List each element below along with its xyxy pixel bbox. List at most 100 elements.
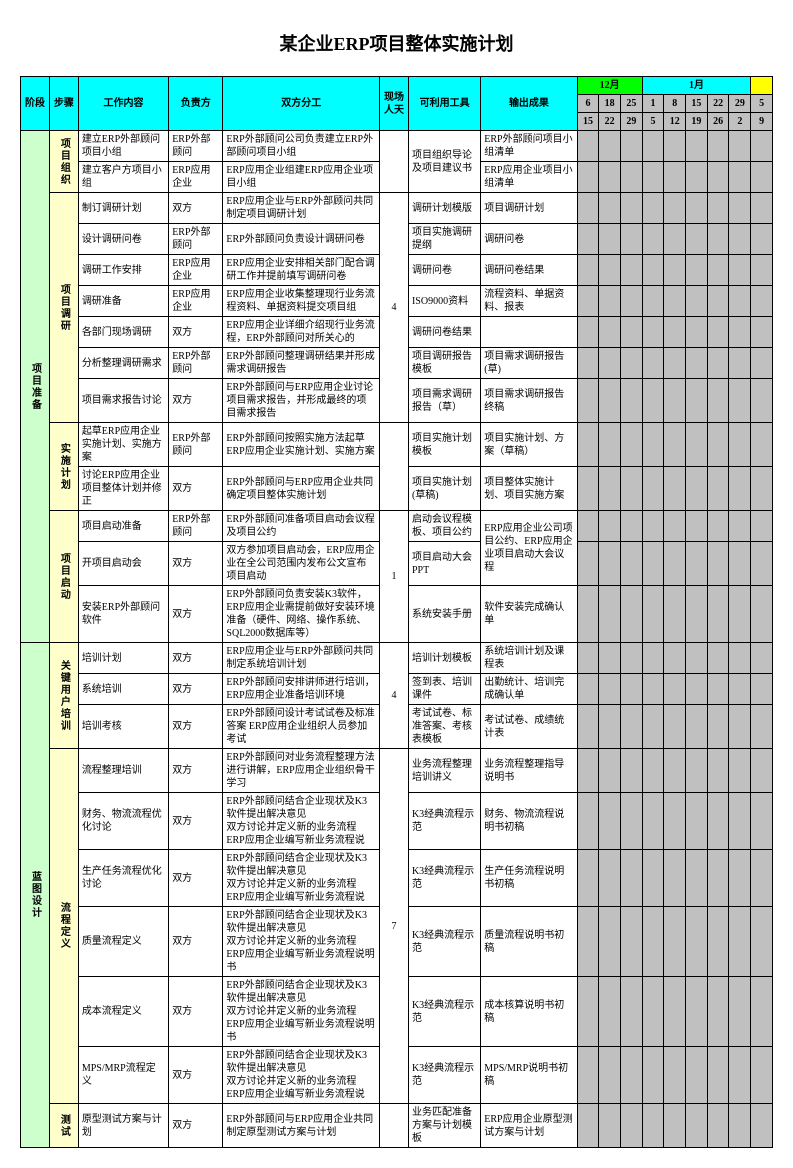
output-cell: 出勤统计、培训完成确认单 [481,674,577,705]
division-cell: ERP外部顾问结合企业现状及K3软件提出解决意见双方讨论并定义新的业务流程ERP… [223,1047,380,1104]
gantt-cell [751,255,773,286]
content-cell: 项目启动准备 [78,511,168,542]
gantt-cell [729,348,751,379]
date-cell: 8 [664,95,686,113]
division-cell: ERP外部顾问与ERP应用企业讨论项目需求报告，并形成最终的项目需求报告 [223,379,380,423]
gantt-cell [577,193,599,224]
date-cell: 15 [577,113,599,131]
gantt-cell [686,317,708,348]
gantt-cell [707,977,729,1047]
gantt-cell [621,643,643,674]
gantt-cell [664,977,686,1047]
gantt-cell [642,907,664,977]
gantt-cell [686,224,708,255]
gantt-cell [664,423,686,467]
gantt-cell [599,1047,621,1104]
owner-cell: ERP应用企业 [169,286,223,317]
hdr-tools: 可利用工具 [408,77,480,131]
gantt-cell [729,1047,751,1104]
tools-cell: K3经典流程示范 [408,1047,480,1104]
gantt-cell [686,286,708,317]
gantt-cell [751,643,773,674]
gantt-cell [642,1047,664,1104]
gantt-cell [729,674,751,705]
division-cell: ERP外部顾问结合企业现状及K3软件提出解决意见双方讨论并定义新的业务流程ERP… [223,850,380,907]
content-cell: 项目需求报告讨论 [78,379,168,423]
gantt-cell [686,749,708,793]
output-cell [481,317,577,348]
owner-cell: 双方 [169,674,223,705]
owner-cell: 双方 [169,1047,223,1104]
gantt-cell [621,674,643,705]
tools-cell: 项目组织导论及项目建议书 [408,131,480,193]
gantt-cell [707,379,729,423]
gantt-cell [642,423,664,467]
division-cell: ERP外部顾问对业务流程整理方法进行讲解，ERP应用企业组织骨干学习 [223,749,380,793]
gantt-cell [729,793,751,850]
gantt-cell [577,348,599,379]
gantt-cell [664,379,686,423]
gantt-cell [686,379,708,423]
date-cell: 5 [642,113,664,131]
gantt-cell [577,255,599,286]
owner-cell: 双方 [169,793,223,850]
gantt-cell [599,907,621,977]
gantt-cell [686,793,708,850]
date-cell: 18 [599,95,621,113]
gantt-cell [664,1104,686,1148]
gantt-cell [642,255,664,286]
gantt-cell [642,977,664,1047]
gantt-cell [751,286,773,317]
date-cell: 9 [751,113,773,131]
gantt-cell [621,907,643,977]
output-cell: 项目实施计划、方案（草稿） [481,423,577,467]
gantt-cell [577,907,599,977]
gantt-cell [599,643,621,674]
gantt-cell [729,1104,751,1148]
gantt-cell [707,643,729,674]
days-cell [380,423,409,511]
stage-cell: 实施计划 [49,423,78,511]
gantt-cell [577,977,599,1047]
owner-cell: 双方 [169,749,223,793]
gantt-cell [577,643,599,674]
gantt-cell [599,467,621,511]
gantt-cell [664,749,686,793]
gantt-cell [729,224,751,255]
gantt-cell [686,162,708,193]
owner-cell: ERP外部顾问 [169,511,223,542]
owner-cell: ERP应用企业 [169,255,223,286]
gantt-cell [599,705,621,749]
division-cell: 双方参加项目启动会，ERP应用企业在全公司范围内发布公文宣布项目启动 [223,542,380,586]
hdr-month12: 12月 [577,77,642,95]
gantt-cell [751,162,773,193]
output-cell: 质量流程说明书初稿 [481,907,577,977]
phase-cell: 项目准备 [21,131,50,643]
division-cell: ERP外部顾问负责设计调研问卷 [223,224,380,255]
hdr-days: 现场人天 [380,77,409,131]
gantt-cell [707,1047,729,1104]
tools-cell: K3经典流程示范 [408,977,480,1047]
tools-cell: 项目实施调研提纲 [408,224,480,255]
gantt-cell [686,586,708,643]
gantt-cell [751,542,773,586]
gantt-cell [686,193,708,224]
gantt-cell [577,317,599,348]
gantt-cell [599,793,621,850]
gantt-cell [621,131,643,162]
gantt-cell [621,1104,643,1148]
tools-cell: K3经典流程示范 [408,793,480,850]
gantt-cell [664,586,686,643]
owner-cell: ERP应用企业 [169,162,223,193]
date-cell: 2 [729,113,751,131]
content-cell: 设计调研问卷 [78,224,168,255]
owner-cell: 双方 [169,467,223,511]
gantt-cell [664,224,686,255]
gantt-cell [621,705,643,749]
owner-cell: 双方 [169,977,223,1047]
gantt-cell [686,131,708,162]
tools-cell: K3经典流程示范 [408,907,480,977]
gantt-cell [751,131,773,162]
gantt-cell [642,193,664,224]
division-cell: ERP应用企业组建ERP应用企业项目小组 [223,162,380,193]
